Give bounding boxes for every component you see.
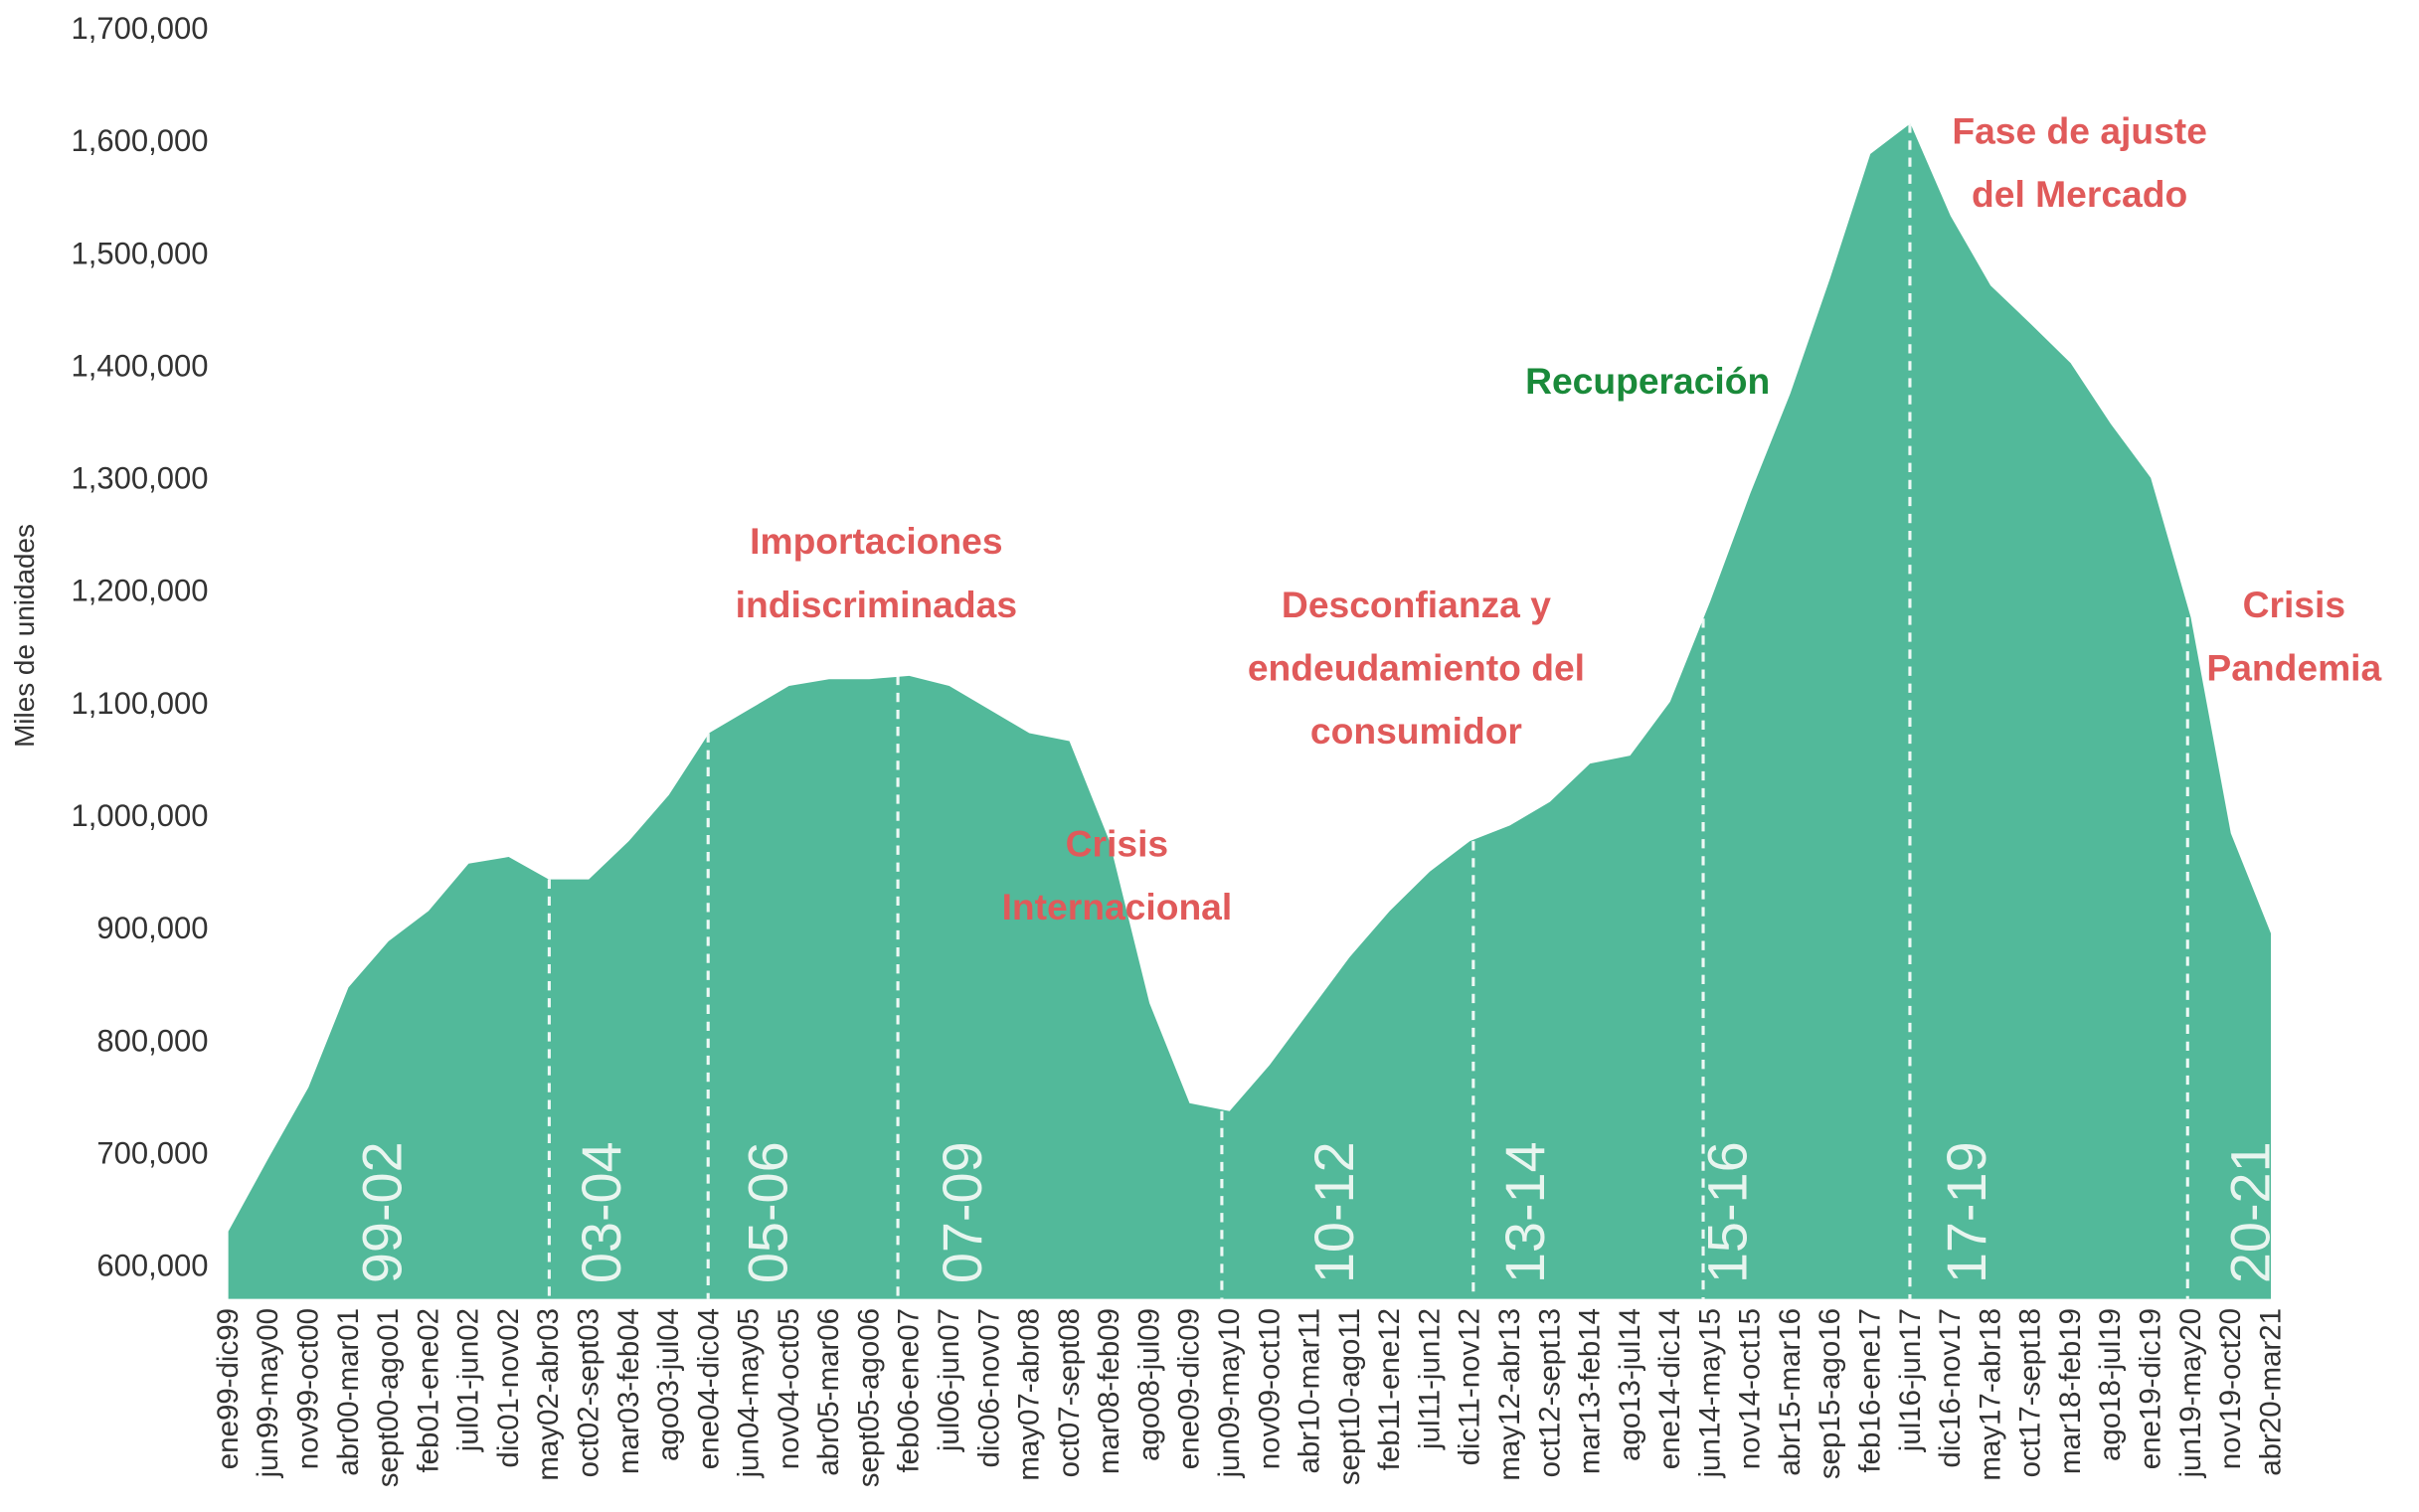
x-tick-label: jun14-may15: [1693, 1308, 1726, 1478]
x-tick-label: may02-abr03: [532, 1308, 565, 1481]
annotation: endeudamiento del: [1248, 646, 1585, 688]
x-tick-label: abr15-mar16: [1774, 1308, 1807, 1476]
annotation: Importaciones: [750, 520, 1002, 562]
period-label: 17-19: [1935, 1141, 1997, 1283]
y-tick-label: 1,000,000: [71, 798, 208, 833]
x-tick-label: mar18-feb19: [2054, 1308, 2087, 1474]
x-tick-label: sept05-ago06: [852, 1308, 885, 1487]
x-tick-label: abr20-mar21: [2254, 1308, 2287, 1476]
period-label: 13-14: [1493, 1141, 1556, 1283]
y-tick-label: 1,300,000: [71, 461, 208, 496]
x-tick-label: nov04-oct05: [773, 1308, 805, 1469]
x-tick-label: jun99-may00: [252, 1308, 284, 1478]
x-tick-label: jul01-jun02: [452, 1308, 485, 1452]
x-tick-label: jun04-may05: [733, 1308, 766, 1478]
y-axis-label: Miles de unidades: [9, 524, 40, 748]
x-tick-label: sep15-ago16: [1814, 1308, 1846, 1479]
x-tick-label: feb01-ene02: [412, 1308, 444, 1473]
area: [229, 123, 2271, 1298]
y-tick-label: 1,400,000: [71, 348, 208, 383]
annotation: Recuperación: [1525, 360, 1770, 402]
y-tick-label: 1,200,000: [71, 574, 208, 608]
x-tick-label: ene14-dic14: [1653, 1308, 1686, 1469]
annotation: Desconfianza y: [1282, 584, 1551, 625]
annotation: indiscriminadas: [736, 584, 1017, 625]
x-tick-label: mar03-feb04: [612, 1308, 645, 1474]
x-tick-label: dic01-nov02: [492, 1308, 525, 1468]
period-label: 20-21: [2218, 1141, 2281, 1283]
chart: Miles de unidades 600,000 700,000 800,000 9…: [0, 0, 2419, 1512]
x-tick-label: may12-abr13: [1493, 1308, 1526, 1481]
y-tick-label: 1,100,000: [71, 686, 208, 721]
period-label: 15-16: [1695, 1141, 1758, 1283]
annotation: Crisis: [2243, 584, 2345, 625]
x-tick-label: sept10-ago11: [1333, 1308, 1366, 1485]
x-tick-label: abr10-mar11: [1294, 1308, 1326, 1474]
x-tick-label: ene19-dic19: [2135, 1308, 2167, 1469]
y-tick-label: 1,500,000: [71, 236, 208, 270]
x-tick-label: ago08-jul09: [1132, 1308, 1165, 1461]
y-tick-label: 800,000: [96, 1023, 208, 1058]
period-label: 05-06: [736, 1141, 798, 1283]
x-tick-label: jul16-jun17: [1894, 1308, 1927, 1452]
x-tick-label: feb16-ene17: [1854, 1308, 1887, 1473]
x-tick-label: ene09-dic09: [1173, 1308, 1206, 1469]
y-tick-label: 600,000: [96, 1249, 208, 1283]
x-tick-label: ago18-jul19: [2094, 1308, 2127, 1461]
x-tick-label: ago03-jul04: [652, 1308, 685, 1461]
period-label: 03-04: [570, 1141, 632, 1283]
x-tick-label: nov99-oct00: [292, 1308, 325, 1469]
x-tick-label: sept00-ago01: [372, 1308, 405, 1487]
x-tick-label: oct07-sept08: [1053, 1308, 1086, 1477]
x-tick-label: feb06-ene07: [893, 1308, 926, 1473]
annotation: Pandemia: [2206, 646, 2381, 688]
x-tick-label: oct02-sept03: [572, 1308, 605, 1477]
x-tick-label: mar13-feb14: [1574, 1308, 1607, 1474]
x-tick-label: jul06-jun07: [933, 1308, 965, 1452]
x-tick-label: jun09-may10: [1213, 1308, 1246, 1478]
x-tick-label: may17-abr18: [1974, 1308, 2006, 1481]
x-tick-label: mar08-feb09: [1093, 1308, 1125, 1474]
x-tick-label: oct17-sept18: [2014, 1308, 2047, 1477]
y-tick-label: 1,700,000: [71, 11, 208, 46]
period-label: 10-12: [1302, 1141, 1365, 1283]
x-tick-label: ene99-dic99: [212, 1308, 245, 1469]
period-label: 07-09: [931, 1141, 993, 1283]
annotation: Crisis: [1066, 822, 1168, 864]
annotation: consumidor: [1310, 710, 1522, 752]
x-tick-label: may07-abr08: [1013, 1308, 1046, 1481]
annotation: Fase de ajuste: [1952, 109, 2207, 151]
x-tick-label: dic06-nov07: [972, 1308, 1005, 1468]
x-tick-label: dic16-nov17: [1934, 1308, 1967, 1468]
annotation: Internacional: [1002, 886, 1233, 927]
x-tick-label: nov19-oct20: [2214, 1308, 2247, 1469]
x-tick-label: nov14-oct15: [1734, 1308, 1767, 1469]
y-tick-label: 900,000: [96, 911, 208, 945]
x-tick-label: jul11-jun12: [1413, 1308, 1446, 1450]
x-tick-label: dic11-nov12: [1454, 1308, 1486, 1465]
x-tick-label: abr00-mar01: [332, 1308, 365, 1476]
x-tick-label: ene04-dic04: [692, 1308, 725, 1469]
x-tick-label: abr05-mar06: [812, 1308, 845, 1476]
x-tick-label: nov09-oct10: [1253, 1308, 1286, 1469]
annotation: del Mercado: [1972, 173, 2187, 215]
period-label: 99-02: [350, 1141, 413, 1283]
y-tick-label: 1,600,000: [71, 123, 208, 158]
x-tick-label: ago13-jul14: [1614, 1308, 1646, 1461]
x-tick-label: jun19-may20: [2174, 1308, 2207, 1478]
x-tick-label: feb11-ene12: [1373, 1308, 1406, 1470]
y-tick-label: 700,000: [96, 1135, 208, 1170]
x-tick-label: oct12-sept13: [1533, 1308, 1566, 1477]
